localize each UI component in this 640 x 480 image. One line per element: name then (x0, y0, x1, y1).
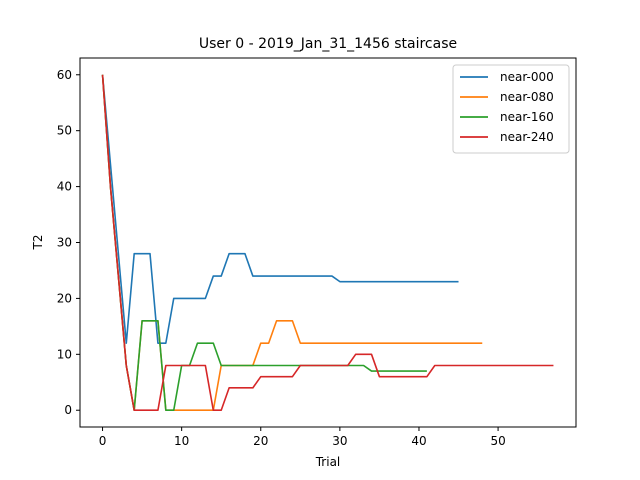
series-line-near-240 (101, 74, 554, 412)
x-axis-label: Trial (315, 455, 341, 469)
plot-area (101, 74, 554, 412)
x-tick-label: 30 (332, 434, 347, 448)
y-tick-label: 40 (57, 180, 72, 194)
x-tick-label: 50 (490, 434, 505, 448)
y-tick-label: 30 (57, 236, 72, 250)
series-line-near-160 (101, 74, 427, 412)
y-tick-label: 20 (57, 291, 72, 305)
x-tick-label: 40 (411, 434, 426, 448)
y-tick-label: 60 (57, 68, 72, 82)
axes-ticks: 0 10 20 30 40 50 0 10 20 30 40 50 60 (57, 68, 506, 448)
series-line-near-000 (101, 74, 459, 344)
y-tick-label: 50 (57, 124, 72, 138)
y-tick-label: 0 (64, 403, 72, 417)
legend-label-near-160: near-160 (500, 110, 554, 124)
legend: near-000 near-080 near-160 near-240 (452, 64, 570, 154)
x-tick-label: 20 (253, 434, 268, 448)
y-tick-label: 10 (57, 347, 72, 361)
x-tick-label: 10 (174, 434, 189, 448)
chart-title: User 0 - 2019_Jan_31_1456 staircase (199, 36, 457, 52)
legend-label-near-080: near-080 (500, 90, 554, 104)
x-tick-label: 0 (99, 434, 107, 448)
y-axis-label: T2 (31, 235, 45, 251)
legend-box (452, 64, 570, 154)
legend-label-near-240: near-240 (500, 130, 554, 144)
legend-label-near-000: near-000 (500, 70, 554, 84)
